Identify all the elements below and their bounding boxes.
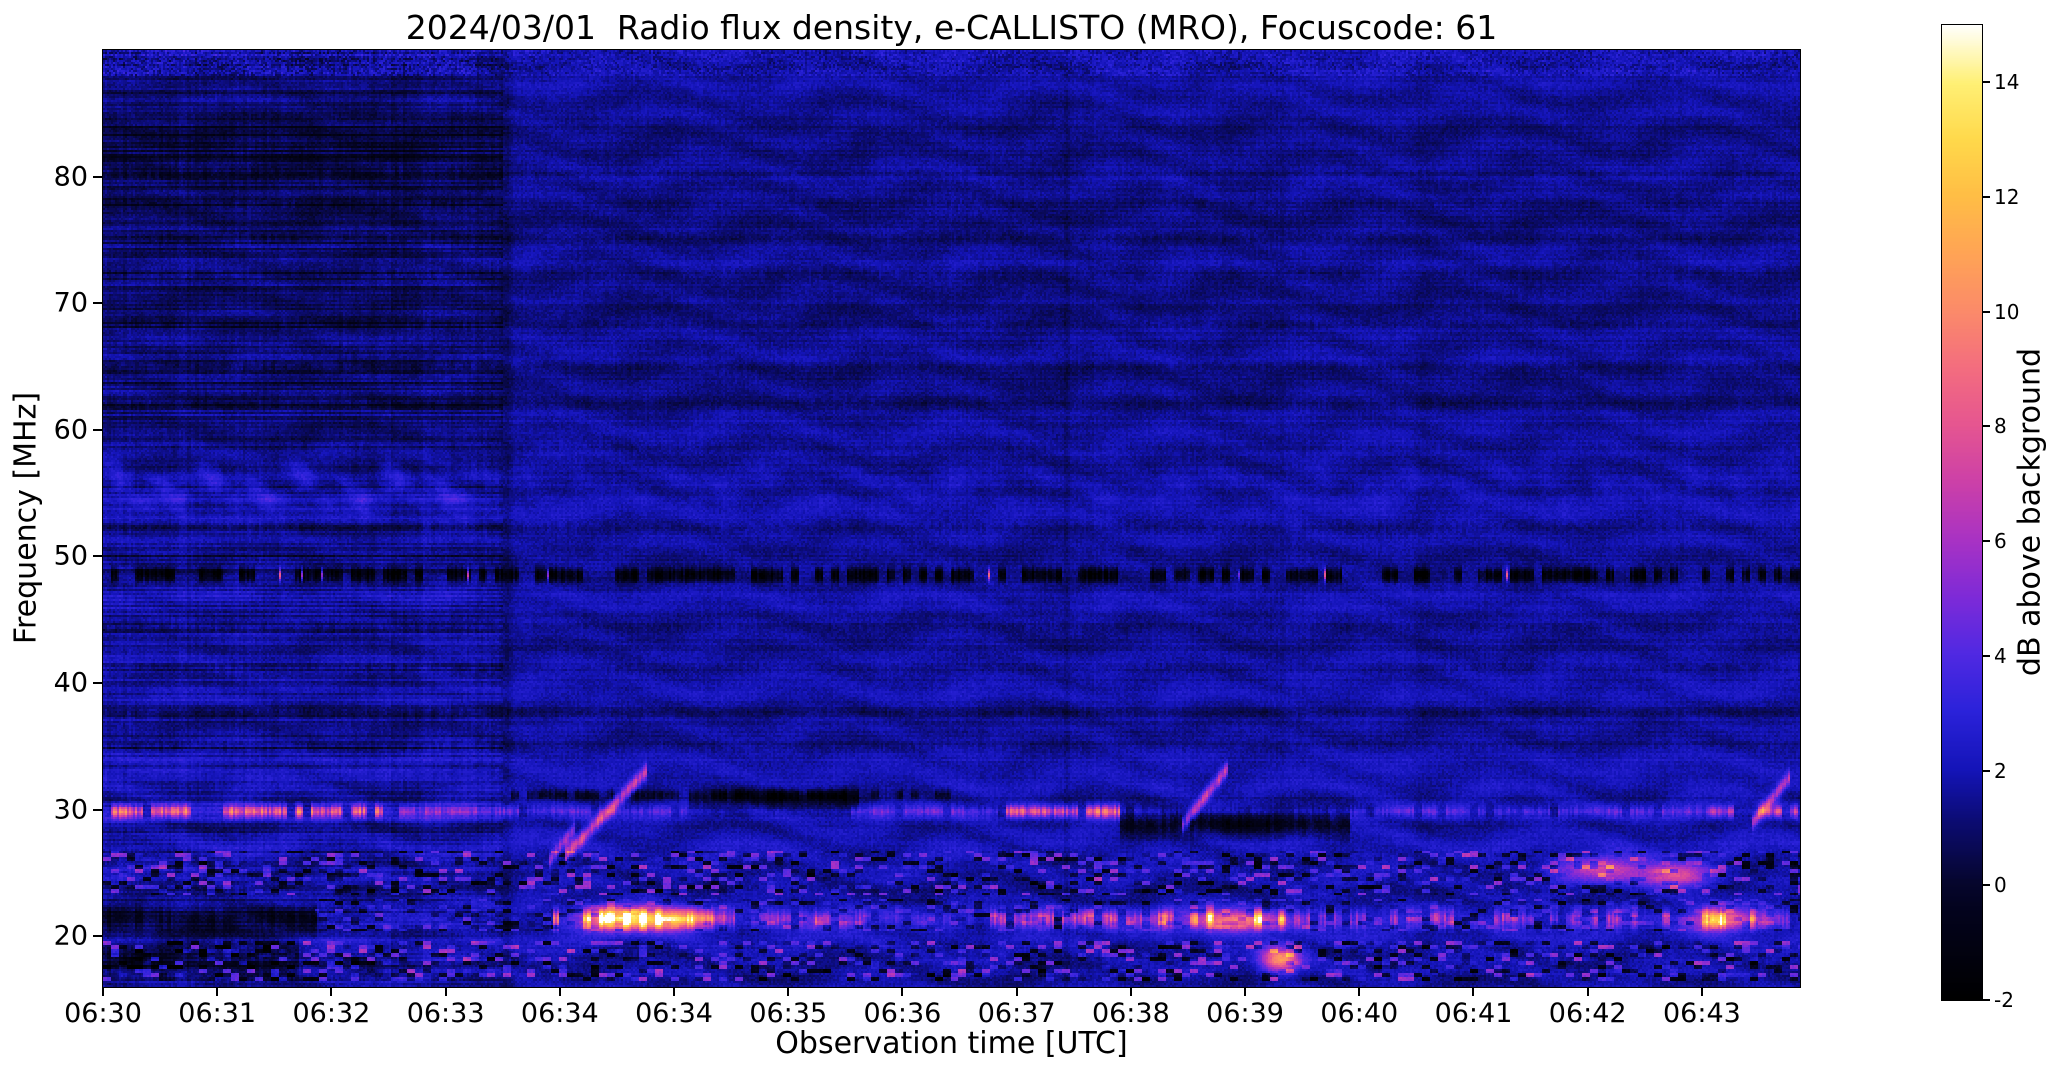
x-tick-label: 06:34 bbox=[520, 998, 599, 1029]
colorbar-tick-label: 14 bbox=[1994, 70, 2020, 95]
x-tick-mark bbox=[1015, 987, 1018, 996]
colorbar-label: dB above background bbox=[2012, 347, 2047, 677]
x-tick-mark bbox=[216, 987, 219, 996]
x-tick-label: 06:32 bbox=[292, 998, 371, 1029]
colorbar-tick-label: 8 bbox=[1994, 414, 2007, 439]
colorbar-tick-label: 2 bbox=[1994, 758, 2007, 783]
y-tick-label: 40 bbox=[53, 667, 88, 699]
colorbar-tick-mark bbox=[1983, 310, 1990, 313]
y-tick-label: 50 bbox=[53, 540, 88, 572]
colorbar bbox=[1941, 24, 1983, 1001]
spectrogram-canvas bbox=[103, 50, 1800, 987]
y-tick-mark bbox=[93, 682, 102, 685]
x-tick-mark bbox=[787, 987, 790, 996]
y-tick-mark bbox=[93, 555, 102, 558]
x-tick-label: 06:38 bbox=[1091, 998, 1170, 1029]
x-tick-mark bbox=[444, 987, 447, 996]
x-tick-mark bbox=[673, 987, 676, 996]
colorbar-tick-label: 12 bbox=[1994, 185, 2020, 210]
y-tick-label: 30 bbox=[53, 794, 88, 826]
x-tick-label: 06:39 bbox=[1206, 998, 1284, 1029]
colorbar-tick-label: 10 bbox=[1994, 299, 2020, 324]
x-tick-mark bbox=[1358, 987, 1361, 996]
y-tick-mark bbox=[93, 808, 102, 811]
x-tick-label: 06:40 bbox=[1320, 998, 1399, 1029]
y-tick-mark bbox=[93, 175, 102, 178]
x-tick-mark bbox=[901, 987, 904, 996]
x-tick-label: 06:31 bbox=[178, 998, 257, 1029]
y-tick-mark bbox=[93, 302, 102, 305]
colorbar-tick-mark bbox=[1983, 884, 1990, 887]
x-tick-mark bbox=[330, 987, 333, 996]
y-tick-label: 80 bbox=[53, 161, 88, 193]
x-tick-label: 06:30 bbox=[64, 998, 142, 1029]
x-tick-mark bbox=[102, 987, 104, 996]
colorbar-gradient bbox=[1942, 25, 1982, 1000]
x-tick-mark bbox=[558, 987, 561, 996]
x-tick-mark bbox=[1472, 987, 1475, 996]
plot-area bbox=[102, 49, 1801, 988]
colorbar-tick-label: 4 bbox=[1994, 643, 2007, 668]
x-tick-label: 06:36 bbox=[863, 998, 942, 1029]
x-tick-label: 06:34 bbox=[635, 998, 713, 1029]
x-tick-label: 06:41 bbox=[1434, 998, 1513, 1029]
y-tick-label: 60 bbox=[53, 414, 88, 446]
colorbar-tick-mark bbox=[1983, 769, 1990, 772]
colorbar-tick-label: 6 bbox=[1994, 529, 2007, 554]
y-tick-label: 20 bbox=[53, 920, 88, 952]
x-tick-label: 06:35 bbox=[749, 998, 828, 1029]
colorbar-tick-mark bbox=[1983, 196, 1990, 199]
y-tick-mark bbox=[93, 935, 102, 938]
colorbar-tick-mark bbox=[1983, 540, 1990, 543]
colorbar-tick-label: -2 bbox=[1994, 988, 2014, 1012]
colorbar-tick-label: 0 bbox=[1994, 873, 2007, 898]
x-tick-mark bbox=[1586, 987, 1589, 996]
x-axis-label: Observation time [UTC] bbox=[775, 1026, 1128, 1061]
x-tick-label: 06:43 bbox=[1663, 998, 1741, 1029]
chart-title: 2024/03/01 Radio flux density, e-CALLIST… bbox=[405, 8, 1498, 47]
x-tick-mark bbox=[1129, 987, 1132, 996]
colorbar-tick-mark bbox=[1983, 425, 1990, 428]
y-tick-label: 70 bbox=[53, 287, 88, 319]
x-tick-label: 06:42 bbox=[1548, 998, 1627, 1029]
x-tick-label: 06:33 bbox=[406, 998, 485, 1029]
colorbar-tick-mark bbox=[1983, 654, 1990, 657]
y-tick-mark bbox=[93, 428, 102, 431]
x-tick-mark bbox=[1244, 987, 1247, 996]
x-tick-label: 06:37 bbox=[977, 998, 1056, 1029]
colorbar-tick-mark bbox=[1983, 999, 1990, 1001]
colorbar-tick-mark bbox=[1983, 81, 1990, 84]
x-tick-mark bbox=[1700, 987, 1703, 996]
